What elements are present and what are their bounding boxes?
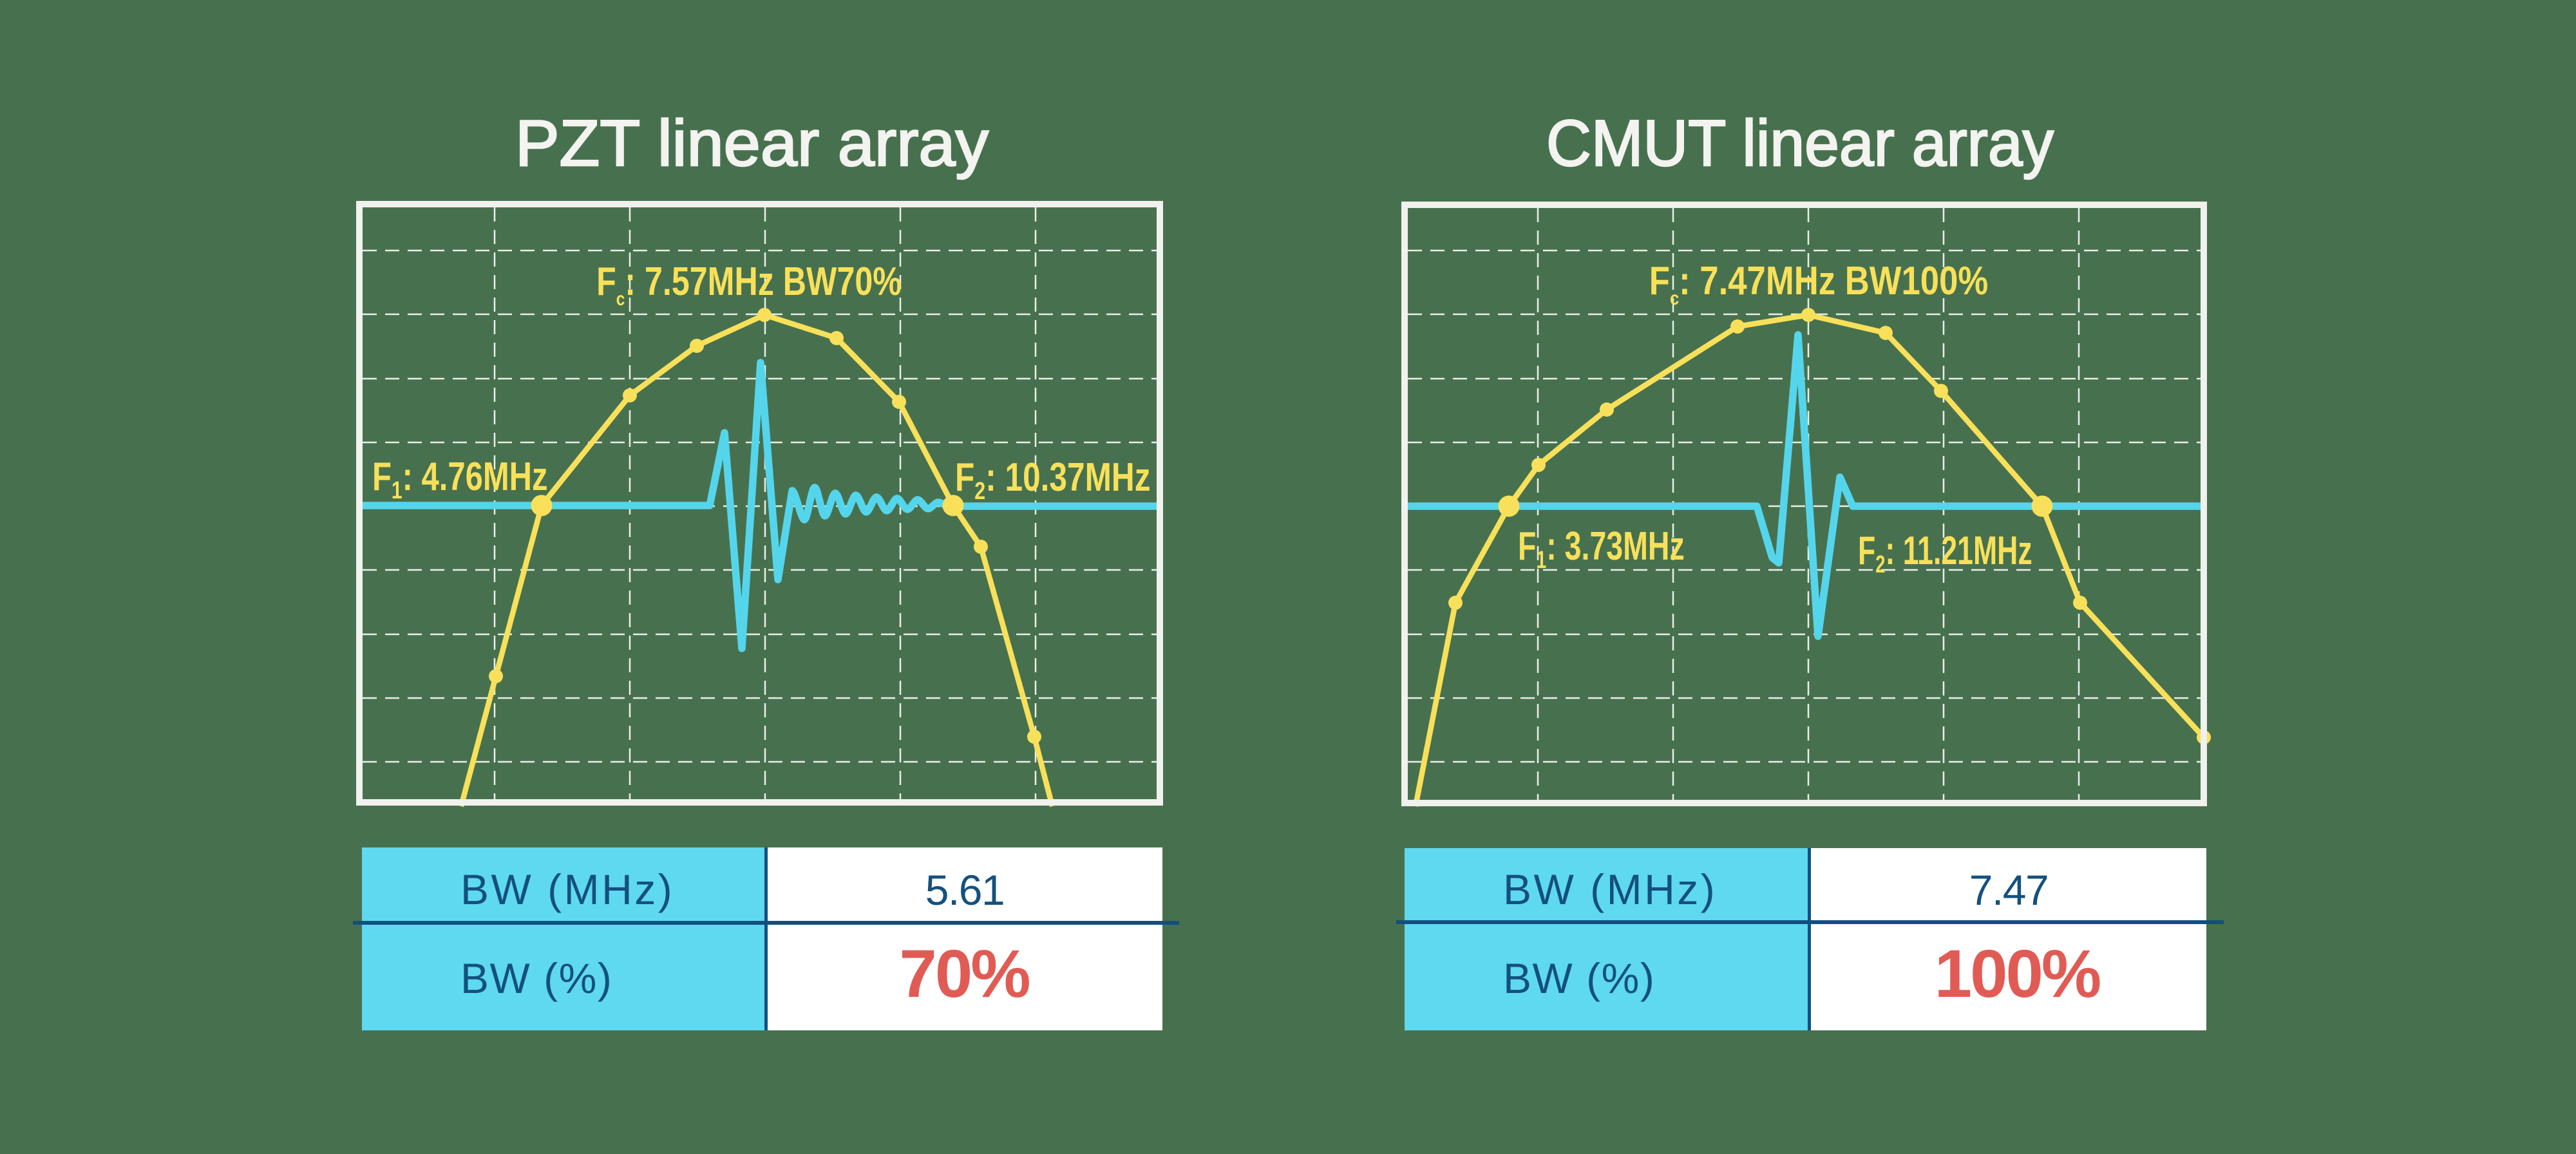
svg-text:BW (MHz): BW (MHz) bbox=[1503, 866, 1717, 913]
svg-text:CMUT linear array: CMUT linear array bbox=[1546, 106, 2054, 180]
svg-text:70%: 70% bbox=[899, 936, 1029, 1012]
svg-text:100%: 100% bbox=[1935, 936, 2100, 1012]
svg-text:7.47: 7.47 bbox=[1969, 866, 2048, 914]
svg-text:BW (%): BW (%) bbox=[1503, 954, 1655, 1002]
svg-text:F2: 11.21MHz: F2: 11.21MHz bbox=[1858, 529, 2032, 578]
svg-text:BW (MHz): BW (MHz) bbox=[460, 866, 674, 913]
svg-text:F2: 10.37MHz: F2: 10.37MHz bbox=[955, 455, 1150, 505]
svg-text:Fc: 7.57MHz BW70%: Fc: 7.57MHz BW70% bbox=[596, 259, 902, 310]
svg-text:Fc: 7.47MHz BW100%: Fc: 7.47MHz BW100% bbox=[1649, 259, 1988, 308]
svg-text:PZT linear array: PZT linear array bbox=[515, 106, 989, 180]
svg-text:BW (%): BW (%) bbox=[460, 954, 612, 1002]
svg-text:5.61: 5.61 bbox=[925, 866, 1004, 914]
